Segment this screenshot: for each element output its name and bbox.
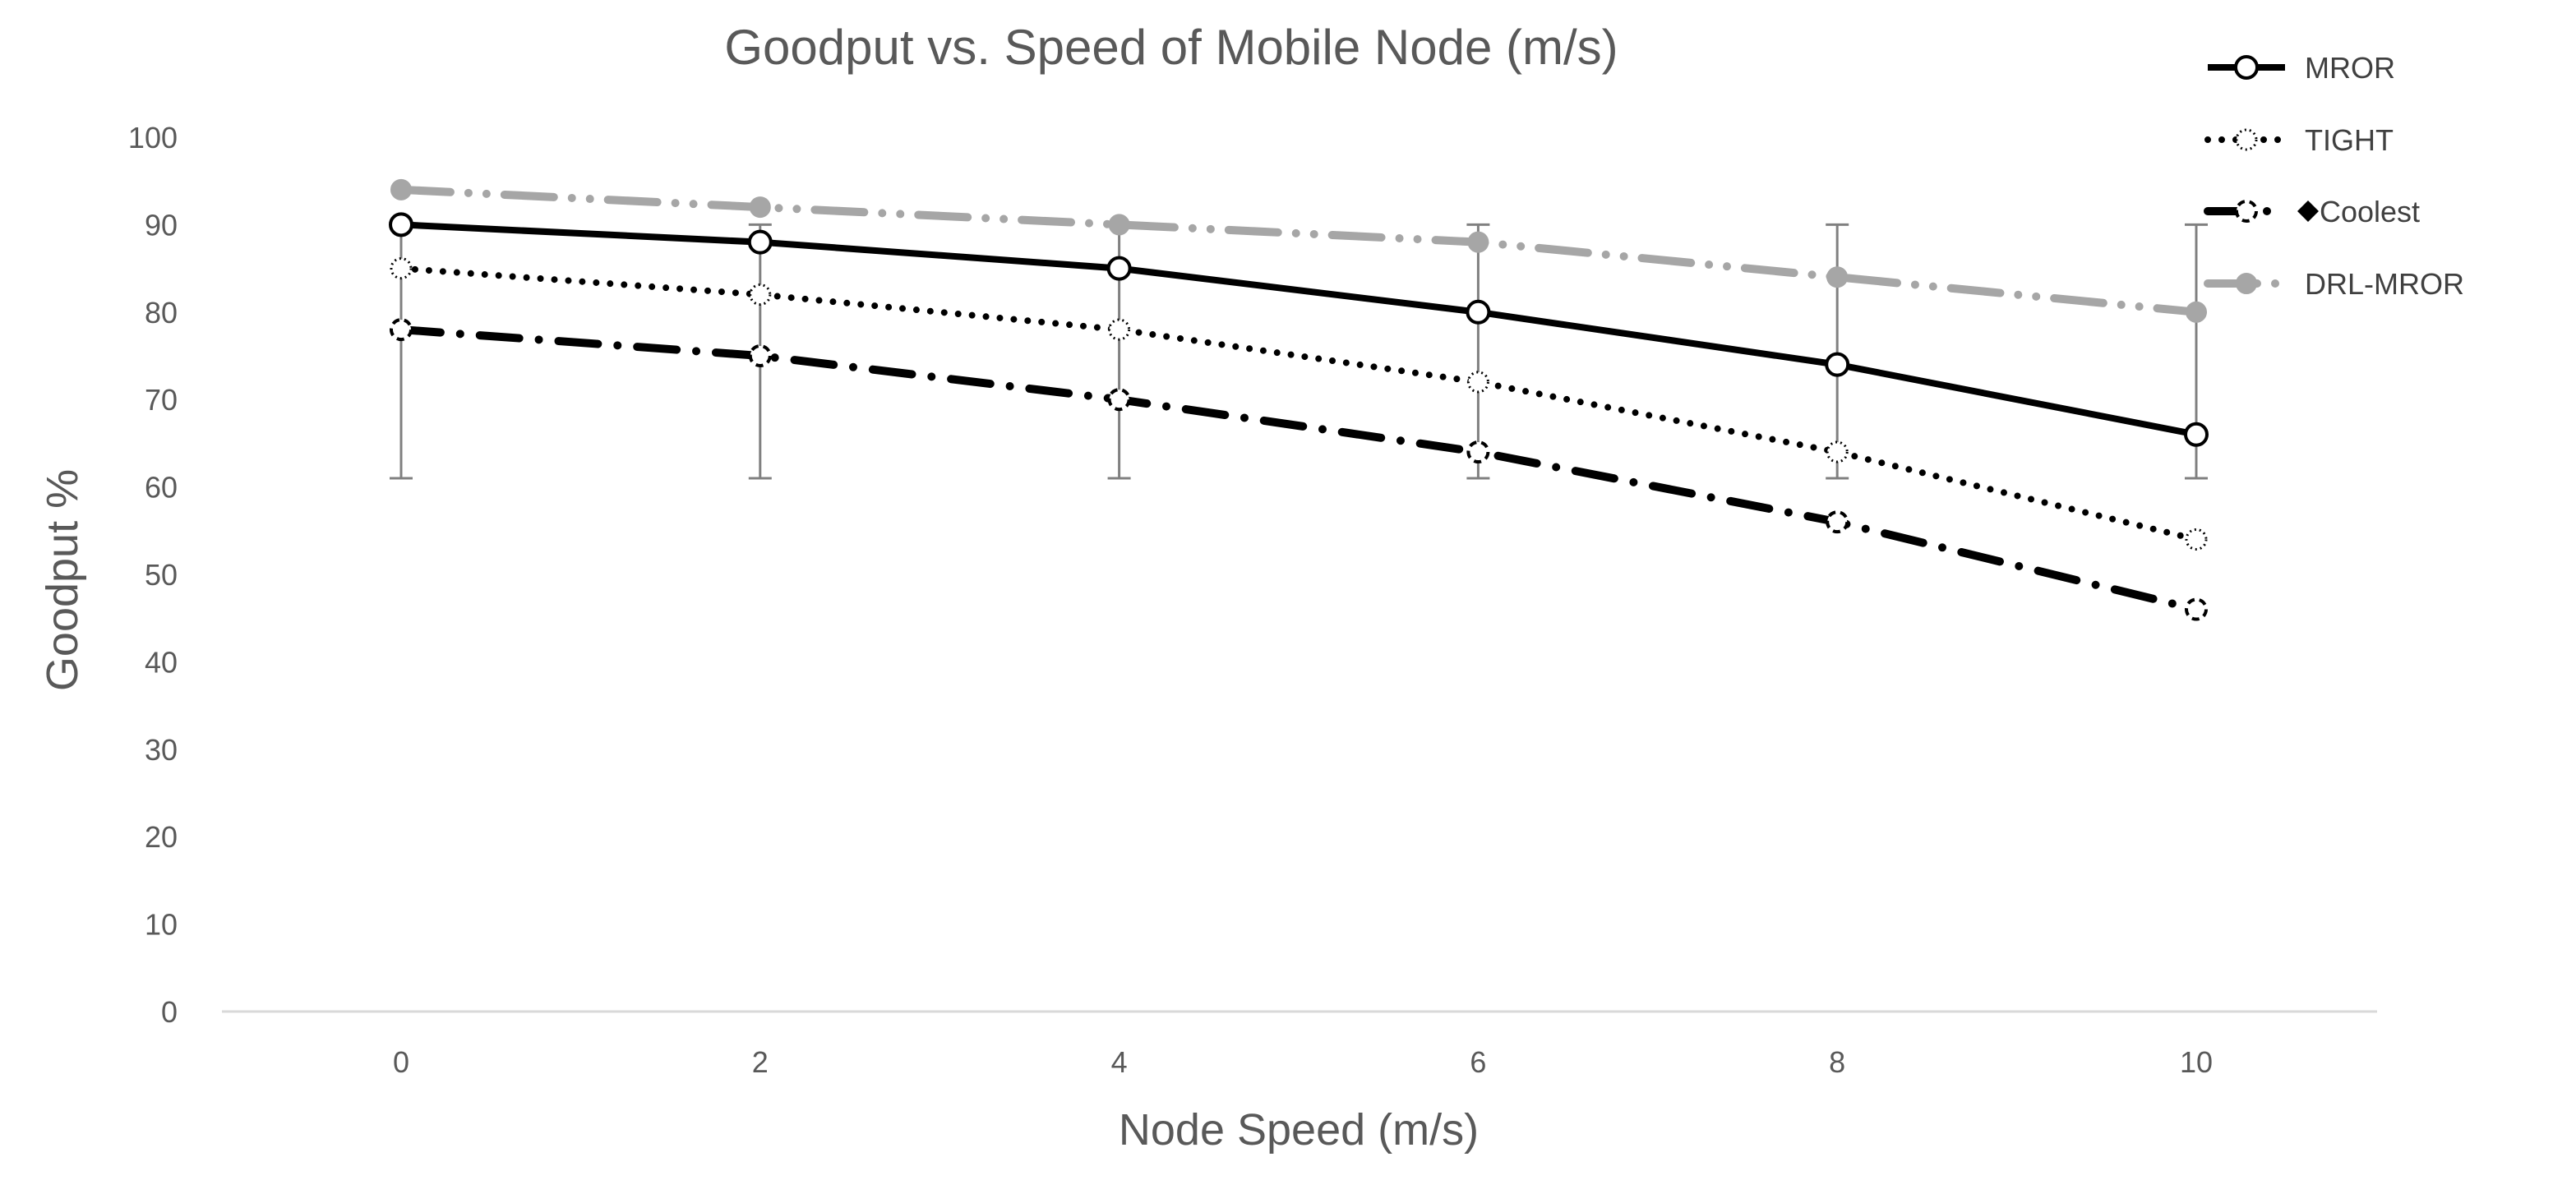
series-coolest-marker-4 (1826, 510, 1849, 534)
series-drl-mror-marker-0 (390, 178, 412, 201)
y-tick-label-70: 70 (145, 383, 178, 417)
chart-title: Goodput vs. Speed of Mobile Node (m/s) (724, 20, 1618, 75)
x-tick-label-2: 2 (752, 1045, 769, 1079)
legend-extra-coolest-marker (2297, 201, 2319, 222)
series-tight-marker-5 (2185, 528, 2208, 551)
legend-coolest-marker (2235, 200, 2258, 223)
series-tight-marker-2 (1108, 318, 1131, 341)
y-axis-title: Goodput % (38, 469, 87, 691)
y-tick-label-30: 30 (145, 733, 178, 767)
series-coolest-marker-3 (1466, 440, 1490, 464)
series-drl-mror-marker-3 (1467, 231, 1489, 253)
y-tick-label-40: 40 (145, 645, 178, 679)
series-coolest-marker-2 (1107, 388, 1131, 412)
y-tick-label-0: 0 (161, 995, 178, 1029)
series-mror-marker-4 (1825, 352, 1850, 377)
y-tick-label-60: 60 (145, 471, 178, 505)
legend-label-drl-mror: DRL-MROR (2305, 267, 2464, 301)
series-coolest-marker-0 (390, 318, 413, 342)
series-line-tight (398, 265, 2200, 543)
legend-item-mror: MROR (2208, 51, 2395, 85)
series-line-coolest (397, 325, 2200, 614)
y-tick-label-90: 90 (145, 208, 178, 242)
legend-label-tight: TIGHT (2305, 123, 2394, 157)
series-mror-marker-5 (2184, 422, 2209, 447)
legend-label-coolest: Coolest (2320, 195, 2420, 228)
series-mror-marker-2 (1106, 256, 1132, 281)
legend-item-tight: TIGHT (2204, 123, 2394, 157)
series-drl-mror-marker-2 (1108, 214, 1130, 236)
x-tick-label-4: 4 (1111, 1045, 1128, 1079)
series-drl-mror-marker-4 (1826, 266, 1849, 288)
series-line-mror (400, 221, 2197, 438)
y-tick-label-80: 80 (145, 296, 178, 330)
series-tight-marker-1 (749, 283, 772, 307)
legend-item-coolest: Coolest (2204, 195, 2420, 228)
series-tight-marker-3 (1466, 371, 1489, 394)
x-tick-label-0: 0 (393, 1045, 409, 1079)
x-axis-title: Node Speed (m/s) (1119, 1105, 1479, 1155)
y-tick-label-50: 50 (145, 558, 178, 592)
series-mror-marker-0 (389, 212, 413, 237)
y-tick-label-20: 20 (145, 820, 178, 854)
x-tick-labels: 0 2 4 6 8 10 (393, 1045, 2213, 1079)
x-tick-label-10: 10 (2180, 1045, 2213, 1079)
series-line-drl-mror (397, 185, 2200, 316)
y-tick-label-10: 10 (145, 908, 178, 942)
legend-drl-mror-marker (2236, 273, 2257, 294)
legend-label-mror: MROR (2305, 51, 2395, 85)
x-tick-label-6: 6 (1470, 1045, 1486, 1079)
legend-mror-marker (2234, 55, 2259, 80)
y-tick-label-100: 100 (128, 121, 178, 154)
error-bar-mror-4 (1826, 223, 1849, 480)
series-mror-marker-1 (747, 229, 773, 255)
series-mror-marker-3 (1466, 299, 1491, 325)
legend: MROR TIGHT Coolest DRL-MROR (2204, 51, 2464, 301)
error-bar-mror-3 (1466, 223, 1490, 480)
series-tight-marker-0 (390, 257, 413, 280)
series-coolest-marker-1 (748, 344, 772, 367)
legend-item-drl-mror: DRL-MROR (2204, 267, 2464, 301)
series-markers (389, 178, 2209, 621)
x-tick-label-8: 8 (1829, 1045, 1845, 1079)
series-tight-marker-4 (1826, 440, 1849, 463)
legend-tight-marker (2235, 128, 2258, 151)
series-lines (397, 185, 2200, 614)
series-drl-mror-marker-1 (749, 196, 771, 219)
series-drl-mror-marker-5 (2186, 301, 2207, 323)
series-coolest-marker-5 (2185, 597, 2208, 621)
y-tick-labels: 0 10 20 30 40 50 60 70 80 90 100 (128, 121, 178, 1029)
